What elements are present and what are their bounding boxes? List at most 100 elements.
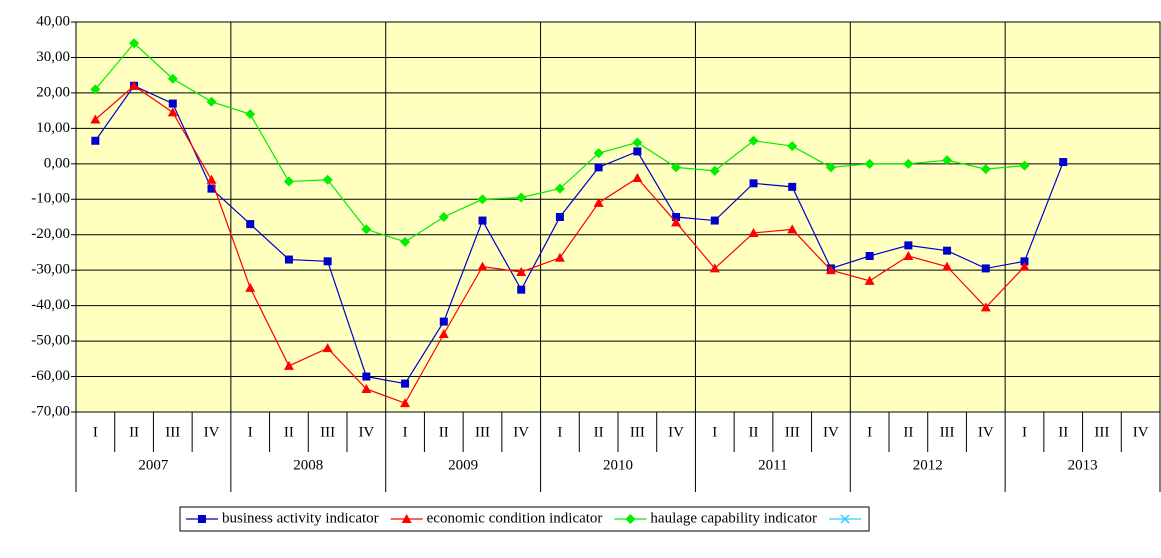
legend-label: economic condition indicator [427,510,603,526]
year-label: 2010 [603,457,633,473]
x-tick-label: IV [1133,424,1149,440]
marker [401,514,412,523]
marker [593,148,604,159]
marker [90,84,101,95]
marker [825,265,836,275]
x-tick-label: III [785,424,800,440]
year-label: 2008 [293,457,323,473]
marker [516,192,527,203]
marker [129,80,140,90]
marker [864,158,875,169]
x-tick-label: II [129,424,139,440]
marker [709,165,720,176]
marker [439,317,448,326]
marker [438,212,449,222]
marker [625,514,636,524]
marker [91,136,100,145]
marker [709,263,720,273]
year-label: 2013 [1068,457,1098,473]
x-tick-label: III [165,424,180,440]
y-tick-label: -40,00 [31,297,70,313]
year-label: 2009 [448,457,478,473]
marker [1020,257,1029,266]
marker [516,266,527,276]
y-tick-label: -20,00 [31,226,70,242]
marker [840,514,850,524]
marker [864,275,875,285]
y-tick-label: 30,00 [36,49,70,65]
marker [477,194,488,205]
marker [980,164,991,175]
marker [672,213,681,221]
x-tick-label: III [1094,424,1109,440]
y-tick-label: 10,00 [36,120,70,136]
marker [788,182,797,191]
x-tick-label: III [630,424,645,440]
x-tick-label: II [1058,424,1068,440]
x-tick-label: IV [204,424,220,440]
marker [865,252,874,260]
marker [554,183,565,194]
x-tick-label: IV [358,424,374,440]
legend-label: business activity indicator [222,510,379,526]
x-tick-label: I [1022,424,1027,440]
marker [438,329,449,338]
y-tick-label: -30,00 [31,262,70,278]
marker [943,246,952,255]
marker [322,343,333,353]
marker [283,360,294,370]
marker [400,236,411,247]
marker [323,257,332,266]
marker [477,261,488,271]
marker [632,137,643,148]
y-tick-label: -70,00 [31,403,70,419]
marker [284,255,293,264]
marker [554,252,565,262]
y-tick-label: 40,00 [36,13,70,29]
x-tick-label: I [93,424,98,440]
x-tick-label: II [594,424,604,440]
marker [749,179,758,188]
marker [942,261,953,271]
marker [283,176,294,187]
marker [198,515,206,523]
marker [246,220,255,229]
marker [245,109,256,120]
marker [1019,261,1030,271]
legend [179,506,870,532]
marker [478,216,487,225]
x-tick-label: I [248,424,253,440]
marker [167,107,178,117]
year-label: 2012 [913,457,943,473]
marker [942,155,953,166]
x-tick-label: III [940,424,955,440]
marker [671,217,682,227]
y-tick-label: -60,00 [31,368,70,384]
x-tick-label: I [557,424,562,440]
marker [362,372,371,381]
year-label: 2007 [138,457,169,473]
marker [361,383,372,393]
x-tick-label: III [320,424,335,440]
marker [632,173,643,182]
x-tick-label: I [867,424,872,440]
marker [981,264,990,273]
legend-label: haulage capability indicator [650,510,817,526]
marker [168,99,177,108]
marker [748,227,759,237]
plot-background [75,21,1161,413]
marker [748,135,759,146]
x-tick-label: IV [978,424,994,440]
x-tick-label: II [903,424,913,440]
year-label: 2011 [758,457,787,473]
marker [787,141,798,152]
y-tick-label: 0,00 [44,155,70,171]
marker [207,184,216,193]
marker [825,162,836,173]
series-line [94,85,1064,385]
marker [361,224,372,235]
x-tick-label: IV [668,424,684,440]
marker [322,174,333,185]
x-tick-label: I [712,424,717,440]
marker [904,241,913,250]
